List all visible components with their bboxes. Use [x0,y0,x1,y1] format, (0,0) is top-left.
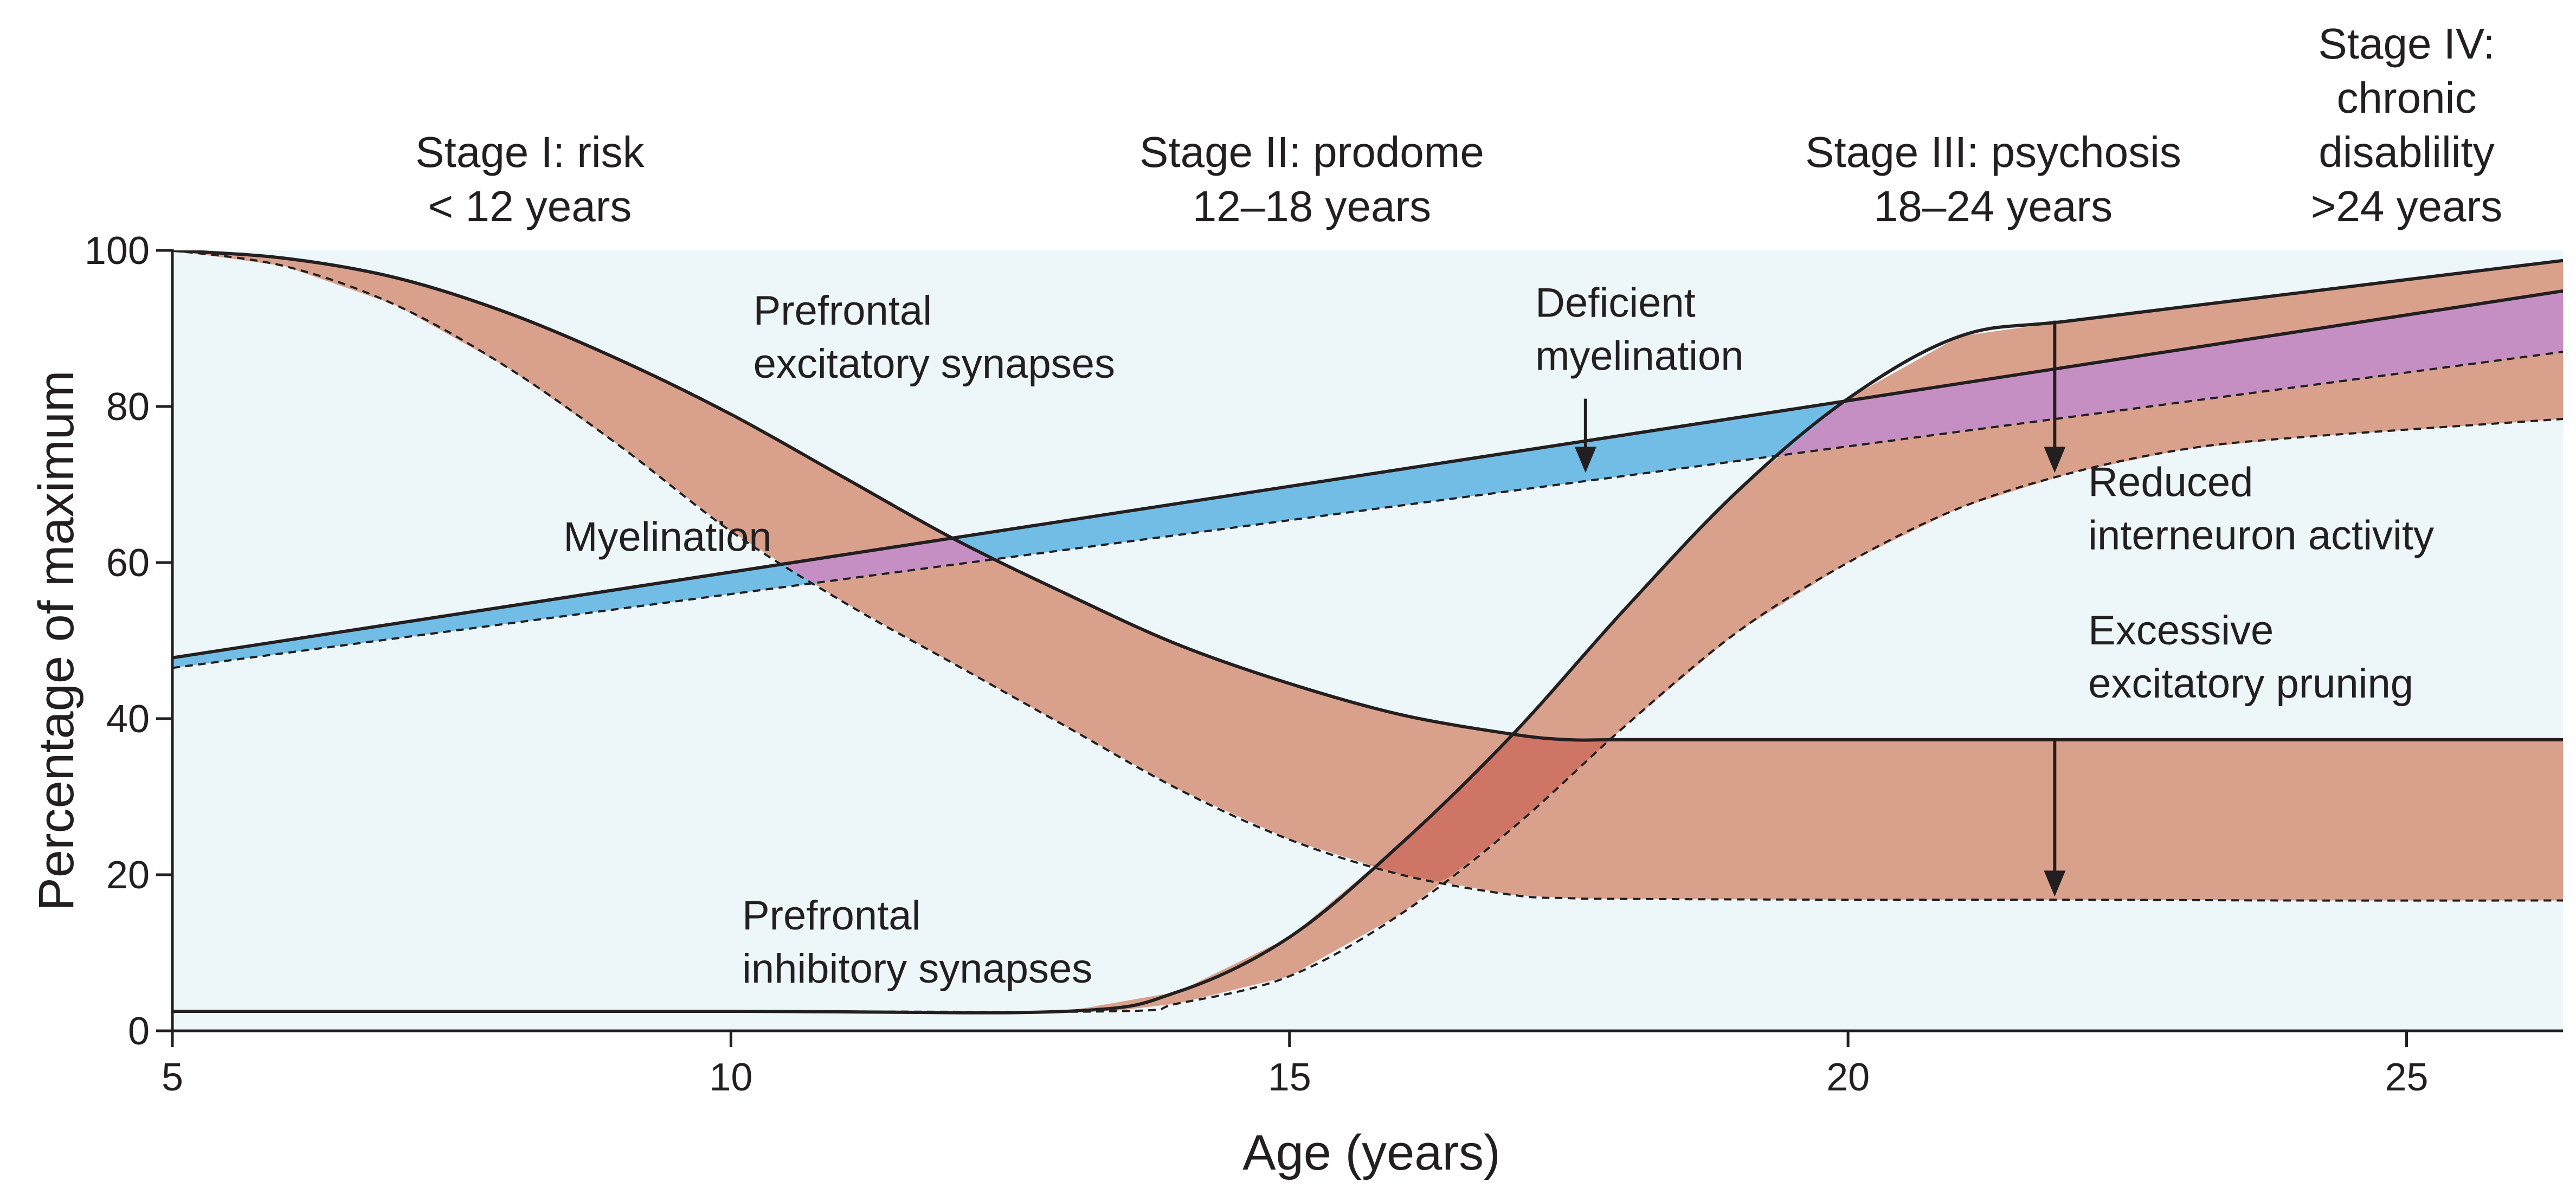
inhibitory-myelination-overlap [172,290,2563,668]
annotation-arrow [2044,320,2066,473]
y-tick-label: 100 [85,229,150,273]
inhibitory-band [172,260,2563,1012]
annotations: Prefrontal excitatory synapses Deficient my… [563,280,2434,991]
stage-label: Stage III: psychosis 18–24 years [1805,128,2181,230]
x-axis-label: Age (years) [1242,1125,1500,1180]
x-tick-label: 10 [709,1056,752,1099]
y-tick-label: 20 [106,854,150,897]
annotation: Prefrontal inhibitory synapses [742,893,1092,992]
y-tick-label: 80 [106,385,150,429]
annotation: Prefrontal excitatory synapses [754,288,1115,387]
x-tick-label: 20 [1826,1056,1870,1099]
annotation-arrow [1574,398,1596,473]
excitatory-band [172,250,2563,901]
series-line-excitatory-schizophrenia [172,250,2563,902]
stage-label: Stage II: prodome 12–18 years [1139,128,1484,230]
annotation: Excessive excitatory pruning [2088,608,2413,707]
y-axis-label: Percentage of maximum [29,370,84,911]
annotation: Myelination [563,514,771,560]
series-line-myelination-normal [172,289,2563,660]
y-tick-label: 60 [106,541,150,585]
series-line-inhibitory-schizophrenia [172,418,2563,1013]
x-axis: 5 10 15 20 25 [162,1029,2563,1099]
y-axis: 0 20 40 60 80 100 [85,229,174,1053]
annotation-arrow [2044,739,2066,897]
stage-labels: Stage I: risk < 12 years Stage II: prodome… [415,20,2502,230]
x-tick-label: 5 [162,1056,183,1099]
series-line-excitatory-normal [172,250,2563,742]
plot-area [172,250,2563,1015]
annotation: Deficient myelination [1535,280,1743,379]
stage-label: Stage IV: chronic disablility >24 years [2311,20,2503,230]
series-line-myelination-schizophrenia [172,351,2563,669]
y-tick-label: 0 [128,1010,150,1053]
x-tick-label: 15 [1268,1056,1311,1099]
annotation: Reduced interneuron activity [2088,460,2434,559]
stage-label: Stage I: risk < 12 years [415,128,645,230]
x-tick-label: 25 [2385,1056,2428,1099]
y-tick-label: 40 [106,698,150,741]
